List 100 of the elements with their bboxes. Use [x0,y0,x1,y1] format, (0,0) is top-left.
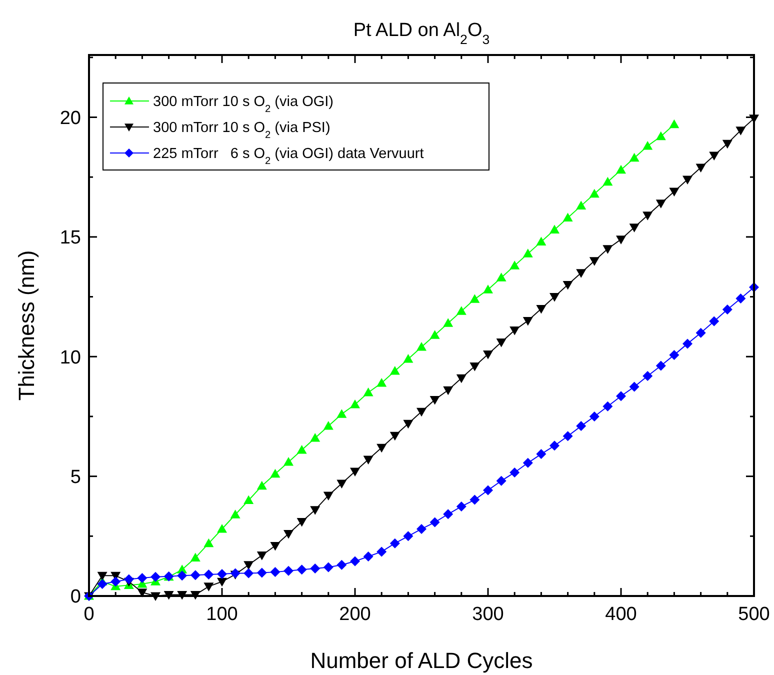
point [669,119,680,128]
point [256,552,267,560]
point [270,468,280,478]
point [656,131,666,140]
point [589,257,600,266]
x-tick-label: 0 [84,604,94,625]
point [496,476,506,486]
point [470,294,480,303]
point [602,176,613,186]
point [190,570,200,580]
point [296,444,307,454]
point [323,492,334,500]
point [284,456,294,466]
point [124,574,134,584]
x-tick-label: 300 [472,604,504,625]
point [363,552,374,562]
point [97,579,108,590]
point [403,420,414,429]
point [296,564,307,575]
point [204,569,214,580]
point [576,269,586,278]
point [456,501,466,512]
point [642,212,653,220]
x-tick-label: 500 [738,604,770,625]
point [430,517,440,528]
point [350,556,360,566]
point [430,330,440,339]
chart-title: Pt ALD on Al$_{2}$O$_{3}$ [353,20,490,46]
point [522,458,533,468]
point [483,350,493,360]
point [470,494,480,505]
point [376,444,387,453]
point [137,588,148,598]
point [629,224,640,232]
point [443,318,454,327]
y-tick-label: 10 [60,347,81,368]
point [496,338,506,348]
point [589,411,600,422]
point [629,382,640,392]
point [483,485,493,496]
point [177,570,188,581]
legend-label: 300 mTorr 10 s O$_{2}$ (via OGI) [153,94,334,115]
point [550,224,560,234]
point [669,350,680,360]
point [602,401,613,412]
x-tick-label: 100 [206,604,238,625]
point [456,374,466,384]
point [550,440,560,451]
point [536,304,546,314]
point [336,409,347,418]
point [336,480,347,488]
point [642,371,653,382]
point [522,316,533,326]
point [363,388,374,396]
point [416,524,426,534]
point [310,433,320,442]
point [416,342,426,351]
y-tick-label: 20 [60,108,81,129]
point [522,248,533,258]
point [244,561,254,570]
point [403,354,414,363]
point [376,378,387,387]
y-tick-label: 0 [70,586,81,608]
point [97,572,108,581]
point [390,366,400,375]
point [656,360,666,371]
point [204,582,214,592]
point [562,281,573,290]
x-axis-title: Number of ALD Cycles [310,648,533,673]
point [656,200,666,208]
point [456,306,466,315]
legend-label: 300 mTorr 10 s O$_{2}$ (via PSI) [153,120,330,141]
point [390,538,400,548]
point [510,326,520,336]
point [696,164,706,173]
point [323,562,334,572]
point [284,530,294,539]
point [562,431,573,442]
y-tick-label: 15 [60,228,81,249]
point [536,236,546,246]
point [110,576,121,587]
point [602,245,613,254]
point [589,188,600,198]
legend-label: 225 mTorr 6 s O$_{2}$ (via OGI) data Vervuurt [153,146,424,167]
point [443,386,454,396]
point [296,518,307,527]
point [736,293,746,304]
point [709,316,720,326]
point [150,572,160,582]
point [736,126,746,136]
x-tick-label: 200 [339,604,371,625]
point [310,506,320,515]
point [443,509,454,520]
point [190,552,200,562]
point [217,524,227,533]
point [496,272,506,282]
point [483,284,493,294]
point [562,212,573,222]
point [217,578,227,587]
point [256,480,267,490]
